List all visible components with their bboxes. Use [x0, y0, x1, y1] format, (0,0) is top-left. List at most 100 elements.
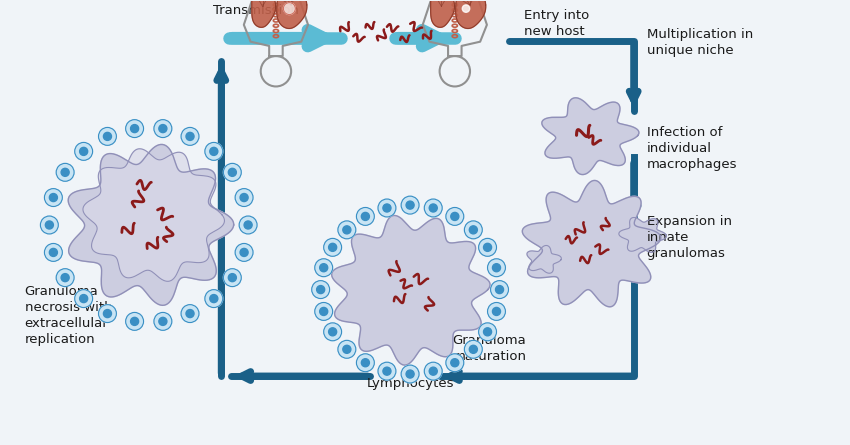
Circle shape [283, 3, 295, 15]
Circle shape [378, 199, 396, 217]
Circle shape [131, 125, 139, 133]
Polygon shape [456, 0, 485, 28]
Polygon shape [332, 215, 490, 365]
Circle shape [45, 221, 54, 229]
Circle shape [181, 305, 199, 323]
Circle shape [229, 274, 236, 282]
Circle shape [496, 286, 503, 294]
Text: Infection of
individual
macrophages: Infection of individual macrophages [647, 125, 737, 170]
Circle shape [239, 216, 257, 234]
Circle shape [479, 323, 496, 341]
Circle shape [235, 243, 253, 261]
Circle shape [406, 370, 414, 378]
Circle shape [324, 239, 342, 256]
Circle shape [479, 239, 496, 256]
Polygon shape [83, 149, 224, 281]
Circle shape [80, 147, 88, 155]
Circle shape [320, 307, 328, 316]
Circle shape [490, 281, 508, 299]
Circle shape [329, 243, 337, 251]
Circle shape [429, 367, 437, 375]
Circle shape [244, 221, 252, 229]
Circle shape [159, 317, 167, 325]
Circle shape [424, 362, 442, 380]
Circle shape [446, 354, 464, 372]
Circle shape [338, 221, 356, 239]
Text: Multiplication in
unique niche: Multiplication in unique niche [647, 28, 753, 57]
Text: Granuloma
maturation: Granuloma maturation [452, 334, 527, 363]
Circle shape [44, 189, 62, 206]
Circle shape [484, 243, 491, 251]
Circle shape [229, 168, 236, 176]
Circle shape [361, 359, 370, 367]
Circle shape [44, 243, 62, 261]
Circle shape [446, 207, 464, 225]
Circle shape [240, 248, 248, 256]
Circle shape [406, 201, 414, 209]
Circle shape [356, 354, 374, 372]
Circle shape [317, 286, 325, 294]
Circle shape [492, 264, 501, 272]
Circle shape [401, 196, 419, 214]
Circle shape [488, 303, 506, 320]
Circle shape [41, 216, 59, 234]
Circle shape [314, 259, 332, 277]
Circle shape [49, 194, 58, 202]
Circle shape [61, 168, 69, 176]
Polygon shape [68, 145, 234, 305]
Text: Lymphocytes: Lymphocytes [366, 377, 454, 390]
Circle shape [450, 359, 459, 367]
Circle shape [450, 212, 459, 220]
Circle shape [159, 125, 167, 133]
Circle shape [99, 127, 116, 146]
Circle shape [324, 323, 342, 341]
Circle shape [210, 147, 218, 155]
Circle shape [126, 312, 144, 330]
Circle shape [235, 189, 253, 206]
Circle shape [312, 281, 330, 299]
Circle shape [320, 264, 328, 272]
Circle shape [205, 142, 223, 160]
Circle shape [75, 290, 93, 307]
Circle shape [424, 199, 442, 217]
Circle shape [186, 132, 194, 141]
Circle shape [314, 303, 332, 320]
Polygon shape [252, 0, 275, 27]
Circle shape [224, 163, 241, 181]
Circle shape [224, 269, 241, 287]
Circle shape [382, 367, 391, 375]
Circle shape [56, 269, 74, 287]
Circle shape [429, 204, 437, 212]
Polygon shape [541, 98, 639, 174]
Circle shape [356, 207, 374, 225]
Circle shape [126, 120, 144, 138]
Circle shape [154, 312, 172, 330]
Polygon shape [431, 0, 455, 27]
Polygon shape [527, 246, 561, 273]
Circle shape [80, 295, 88, 303]
Circle shape [104, 310, 111, 318]
Circle shape [343, 226, 351, 234]
Circle shape [338, 340, 356, 358]
Polygon shape [277, 0, 307, 28]
Circle shape [464, 340, 482, 358]
Circle shape [464, 221, 482, 239]
Circle shape [99, 305, 116, 323]
Circle shape [361, 212, 370, 220]
Circle shape [462, 5, 470, 12]
Circle shape [61, 274, 69, 282]
Circle shape [488, 259, 506, 277]
Circle shape [492, 307, 501, 316]
Polygon shape [523, 181, 660, 307]
Circle shape [210, 295, 218, 303]
Circle shape [56, 163, 74, 181]
Text: Expansion in
innate
granulomas: Expansion in innate granulomas [647, 215, 732, 260]
Circle shape [205, 290, 223, 307]
Circle shape [343, 345, 351, 353]
Circle shape [401, 365, 419, 383]
Circle shape [154, 120, 172, 138]
Circle shape [469, 345, 478, 353]
Circle shape [378, 362, 396, 380]
Circle shape [131, 317, 139, 325]
Text: Transmission: Transmission [213, 4, 299, 17]
